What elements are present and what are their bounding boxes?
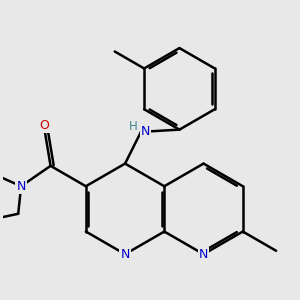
Text: N: N <box>141 125 150 138</box>
Text: N: N <box>16 180 26 193</box>
Text: H: H <box>128 120 137 133</box>
Text: O: O <box>39 118 49 132</box>
Text: N: N <box>120 248 130 261</box>
Text: N: N <box>199 248 208 261</box>
